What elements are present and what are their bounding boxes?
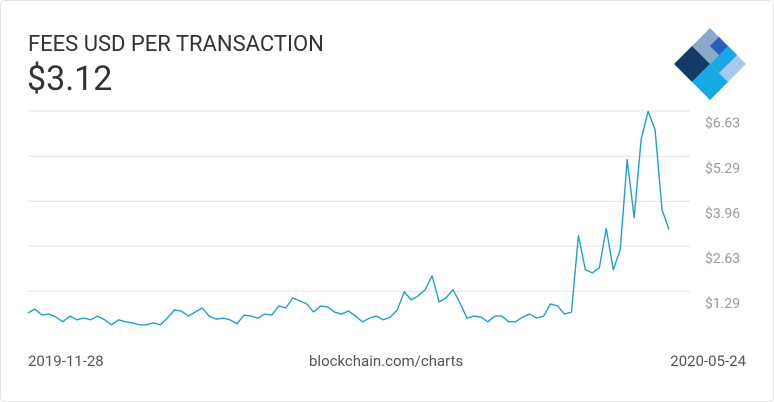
y-tick-label: $5.29 [705, 160, 740, 177]
y-tick-label: $3.96 [705, 205, 740, 222]
x-tick-label: 2019-11-28 [28, 352, 104, 370]
chart-title: FEES USD PER TRANSACTION [28, 32, 324, 57]
current-value: $3.12 [27, 59, 112, 99]
x-tick-label: 2020-05-24 [670, 352, 746, 370]
y-tick-label: $1.29 [705, 295, 740, 312]
source-label: blockchain.com/charts [309, 352, 463, 370]
logo [674, 28, 746, 100]
data-line [27, 110, 670, 326]
y-tick-label: $2.63 [705, 250, 740, 267]
y-tick-label: $6.63 [705, 115, 740, 132]
